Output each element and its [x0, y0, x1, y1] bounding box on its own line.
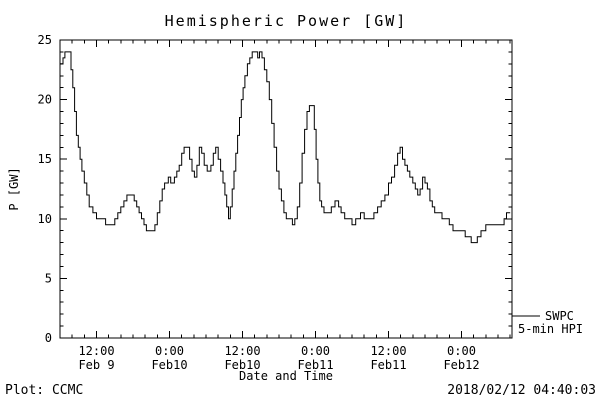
- y-tick-label: 15: [38, 152, 52, 166]
- y-tick-label: 0: [45, 331, 52, 345]
- x-axis-label: Date and Time: [239, 369, 333, 383]
- legend-series-label: 5-min HPI: [518, 322, 583, 336]
- x-tick-time-label: 0:00: [301, 344, 330, 358]
- chart-title: Hemispheric Power [GW]: [165, 12, 408, 30]
- y-axis-label: P [GW]: [7, 167, 21, 210]
- x-tick-date-label: Feb11: [370, 358, 406, 372]
- footer-timestamp: 2018/02/12 04:40:03: [447, 383, 596, 398]
- y-tick-label: 25: [38, 33, 52, 47]
- plot-border: [59, 39, 513, 339]
- x-tick-date-label: Feb 9: [78, 358, 114, 372]
- legend-swpc-label: SWPC: [545, 309, 574, 323]
- footer-plot-credit: Plot: CCMC: [5, 383, 83, 398]
- x-tick-time-label: 12:00: [370, 344, 406, 358]
- y-tick-label: 10: [38, 212, 52, 226]
- x-tick-time-label: 12:00: [224, 344, 260, 358]
- x-tick-time-label: 0:00: [447, 344, 476, 358]
- x-tick-date-label: Feb10: [224, 358, 260, 372]
- x-tick-time-label: 12:00: [78, 344, 114, 358]
- x-tick-date-label: Feb12: [443, 358, 479, 372]
- x-tick-time-label: 0:00: [155, 344, 184, 358]
- y-axis-ticks: 0 5 10 15 20 25: [38, 33, 512, 345]
- hpi-line: [60, 51, 511, 244]
- x-tick-date-label: Feb11: [297, 358, 333, 372]
- x-tick-date-label: Feb10: [151, 358, 187, 372]
- y-tick-label: 20: [38, 93, 52, 107]
- y-tick-label: 5: [45, 271, 52, 285]
